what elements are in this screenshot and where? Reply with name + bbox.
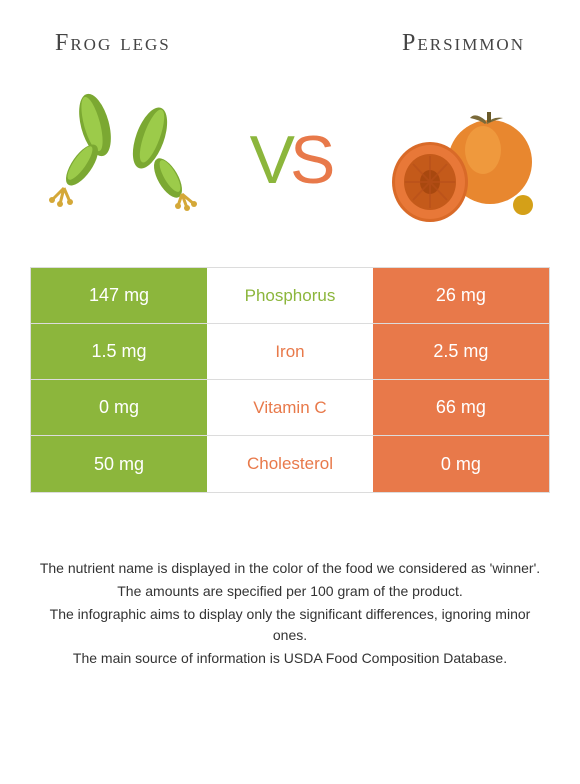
images-row: VS bbox=[0, 67, 580, 257]
vs-s: S bbox=[290, 122, 330, 198]
footer-notes: The nutrient name is displayed in the co… bbox=[0, 503, 580, 669]
cell-nutrient-name: Iron bbox=[207, 324, 373, 379]
food-left-title: Frog legs bbox=[55, 30, 171, 57]
footer-line-2: The amounts are specified per 100 gram o… bbox=[35, 581, 545, 602]
cell-left-value: 1.5 mg bbox=[31, 324, 207, 379]
cell-left-value: 50 mg bbox=[31, 436, 207, 492]
footer-line-3: The infographic aims to display only the… bbox=[35, 604, 545, 646]
cell-left-value: 0 mg bbox=[31, 380, 207, 435]
cell-nutrient-name: Phosphorus bbox=[207, 268, 373, 323]
nutrient-table: 147 mgPhosphorus26 mg1.5 mgIron2.5 mg0 m… bbox=[30, 267, 550, 493]
cell-nutrient-name: Vitamin C bbox=[207, 380, 373, 435]
table-row: 147 mgPhosphorus26 mg bbox=[31, 268, 549, 324]
header: Frog legs Persimmon bbox=[0, 0, 580, 67]
vs-v: V bbox=[250, 122, 290, 198]
food-right-title: Persimmon bbox=[402, 30, 525, 57]
table-row: 1.5 mgIron2.5 mg bbox=[31, 324, 549, 380]
cell-right-value: 66 mg bbox=[373, 380, 549, 435]
cell-right-value: 2.5 mg bbox=[373, 324, 549, 379]
cell-right-value: 26 mg bbox=[373, 268, 549, 323]
footer-line-1: The nutrient name is displayed in the co… bbox=[35, 558, 545, 579]
cell-left-value: 147 mg bbox=[31, 268, 207, 323]
footer-line-4: The main source of information is USDA F… bbox=[35, 648, 545, 669]
table-row: 50 mgCholesterol0 mg bbox=[31, 436, 549, 492]
persimmon-image bbox=[375, 90, 540, 230]
table-row: 0 mgVitamin C66 mg bbox=[31, 380, 549, 436]
cell-right-value: 0 mg bbox=[373, 436, 549, 492]
frog-legs-image bbox=[40, 90, 205, 230]
cell-nutrient-name: Cholesterol bbox=[207, 436, 373, 492]
vs-label: VS bbox=[250, 121, 331, 199]
